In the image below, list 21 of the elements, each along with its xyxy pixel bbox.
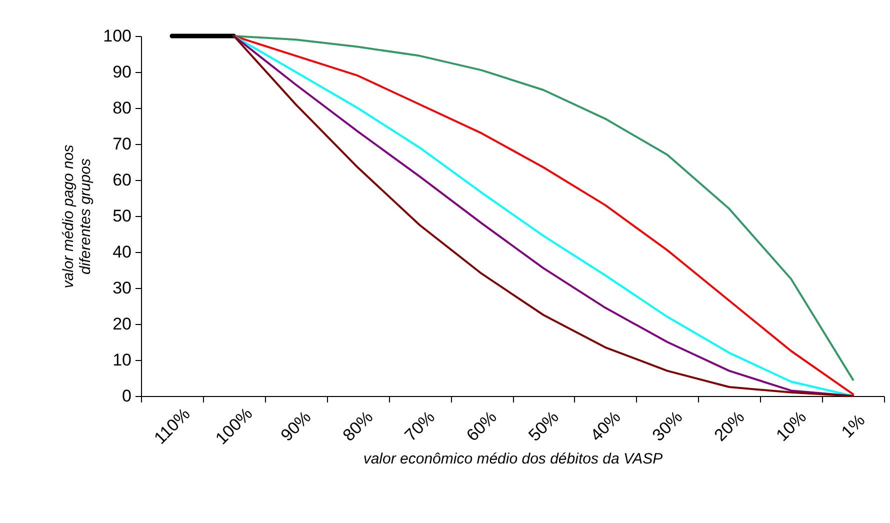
x-tick-label: 1% (838, 410, 869, 442)
y-tick-label: 60 (112, 170, 132, 190)
y-tick-label: 50 (112, 206, 132, 226)
x-tick-label: 30% (648, 407, 686, 445)
x-tick-label: 50% (524, 407, 562, 445)
x-tick-label: 40% (586, 407, 624, 445)
y-axis-title: valor médio pago nos diferentes grupos (60, 144, 94, 288)
y-tick-label: 90 (112, 62, 132, 82)
y-tick-label: 70 (112, 134, 132, 154)
x-tick-label: 60% (462, 407, 500, 445)
y-tick-label: 100 (103, 26, 132, 46)
x-tick-label: 90% (277, 407, 315, 445)
x-tick-label: 80% (339, 407, 377, 445)
y-tick-label: 40 (112, 242, 132, 262)
y-tick-label: 30 (112, 278, 132, 298)
y-tick-label: 0 (122, 386, 132, 406)
y-tick-label: 80 (112, 98, 132, 118)
x-axis-title: valor econômico médio dos débitos da VASP (363, 450, 663, 468)
y-tick-label: 20 (112, 314, 132, 334)
y-tick-label: 10 (112, 350, 132, 370)
x-tick-label: 70% (401, 407, 439, 445)
